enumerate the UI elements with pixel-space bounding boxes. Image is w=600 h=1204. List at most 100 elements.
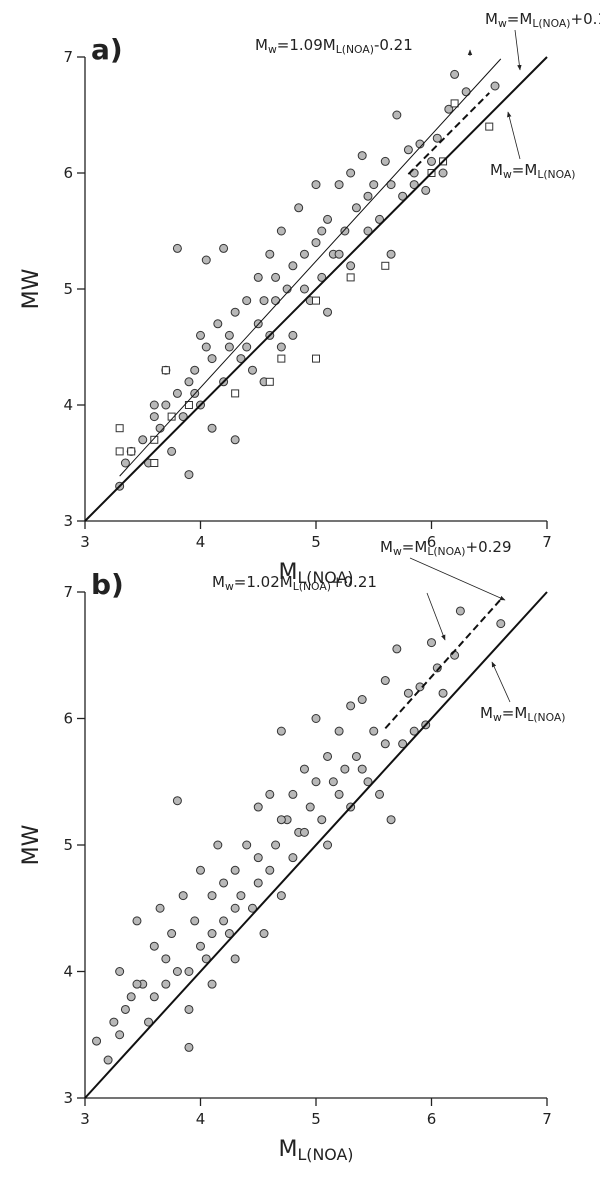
point [224, 929, 234, 939]
point [427, 638, 436, 648]
x-tick-label: 5 [311, 533, 321, 551]
point [392, 644, 402, 654]
point [403, 688, 413, 698]
point [455, 606, 465, 616]
point [161, 979, 171, 989]
point [305, 802, 315, 812]
point [346, 168, 356, 178]
point [230, 307, 240, 317]
point [150, 459, 159, 467]
annotation-arrow [491, 661, 511, 703]
point [398, 739, 408, 749]
point [363, 226, 373, 236]
point [219, 878, 229, 888]
point [172, 388, 182, 398]
point [219, 243, 229, 253]
point [259, 929, 269, 939]
point [265, 789, 275, 799]
point [207, 979, 217, 989]
point [311, 180, 321, 190]
point [299, 827, 309, 837]
point [265, 377, 274, 386]
x-tick-label: 6 [427, 1110, 437, 1128]
point [109, 1017, 119, 1027]
point [392, 110, 402, 120]
x-tick-label: 4 [196, 533, 206, 551]
point [288, 261, 298, 271]
point [259, 296, 269, 306]
point [172, 967, 182, 976]
y-tick-label: 5 [63, 280, 73, 298]
point [150, 435, 159, 444]
point [311, 714, 321, 723]
point [161, 366, 170, 375]
point [144, 1017, 154, 1027]
text-part: +0.19 [571, 10, 600, 28]
x-tick-label: 7 [542, 533, 552, 551]
point [386, 815, 396, 825]
point [161, 400, 171, 410]
point [242, 342, 252, 352]
point [288, 853, 298, 863]
subscript: L(NOA) [527, 711, 565, 724]
point [276, 815, 286, 825]
point [184, 967, 194, 976]
text-part: +0.29 [466, 538, 512, 556]
fit-line [84, 56, 548, 522]
y-tick-label: 6 [63, 710, 73, 728]
point [375, 789, 385, 799]
point [247, 903, 257, 913]
annotation: Mw=ML(NOA)+0.19 [485, 10, 600, 30]
point [323, 307, 333, 317]
point [323, 751, 333, 761]
text-part: M [490, 161, 503, 179]
point [346, 701, 356, 711]
text-part: M [485, 10, 498, 28]
subscript: w [498, 17, 507, 30]
x-tick-label: 3 [80, 1110, 90, 1128]
point [253, 853, 263, 863]
point [178, 891, 188, 901]
point [311, 238, 321, 248]
point [127, 447, 136, 456]
point [317, 815, 327, 825]
point [334, 789, 344, 799]
point [380, 739, 390, 749]
point [201, 255, 211, 265]
x-axis-label: ML(NOA) [278, 1137, 353, 1164]
point [265, 865, 275, 875]
point [312, 296, 320, 305]
point [427, 156, 436, 166]
point [369, 726, 379, 736]
point [184, 1042, 194, 1052]
point [438, 688, 448, 698]
subscript: L(NOA) [537, 168, 575, 181]
panel-label: b) [91, 568, 124, 601]
point [299, 284, 309, 294]
point [415, 682, 425, 692]
point [450, 99, 459, 108]
text-part: M [380, 538, 393, 556]
point [253, 802, 263, 812]
point [172, 796, 182, 806]
point [236, 354, 246, 364]
annotation: Mw=ML(NOA) [490, 161, 576, 181]
point [312, 354, 320, 363]
point [375, 214, 385, 224]
annotation: Mw=1.02ML(NOA)+0.21 [212, 573, 377, 593]
point [230, 954, 240, 964]
point [167, 929, 177, 939]
point [334, 249, 344, 259]
point [178, 412, 188, 422]
point [207, 929, 217, 939]
point [231, 389, 240, 398]
point [184, 377, 194, 387]
point [271, 296, 281, 306]
point [432, 663, 442, 673]
text-part: =M [502, 704, 528, 722]
point [346, 261, 356, 271]
point [201, 342, 211, 352]
point [213, 319, 223, 329]
x-tick-label: 5 [311, 1110, 321, 1128]
point [346, 273, 355, 282]
